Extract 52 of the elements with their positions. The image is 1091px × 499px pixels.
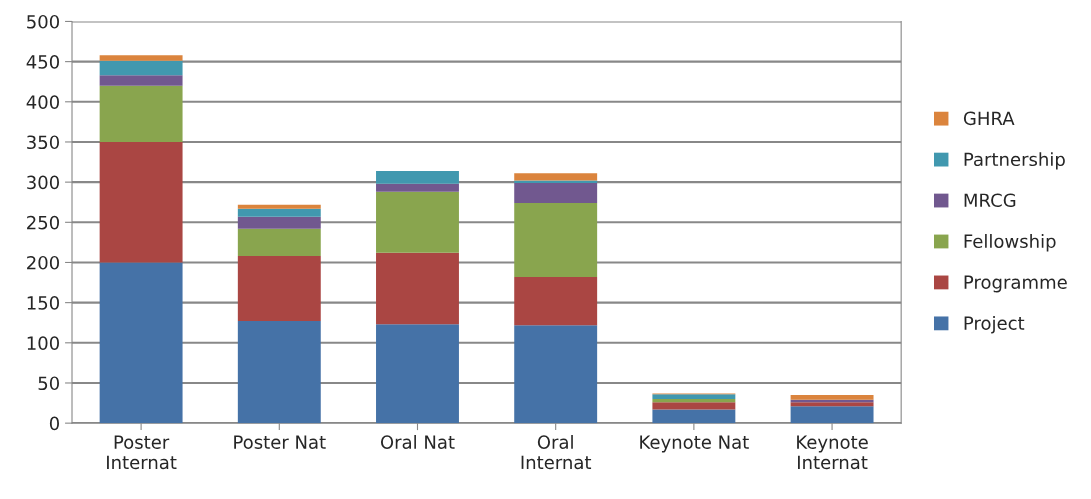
- bar: [376, 183, 459, 192]
- y-tick-label: 450: [26, 55, 59, 69]
- bar: [514, 173, 598, 181]
- bar: [514, 203, 598, 277]
- legend-label: GHRA: [963, 111, 1015, 126]
- bar: [514, 182, 598, 204]
- bar: [237, 256, 321, 322]
- bar: [99, 262, 183, 424]
- bar: [376, 324, 459, 424]
- bar: [652, 394, 736, 400]
- bar: [376, 191, 459, 253]
- bar: [237, 228, 321, 257]
- bar: [790, 395, 874, 400]
- legend-label: Project: [964, 315, 1025, 334]
- bar: [99, 85, 183, 142]
- bar: [237, 216, 321, 229]
- y-tick-label: 250: [27, 215, 59, 230]
- x-tick-label: Keynote Nat: [640, 435, 749, 453]
- y-tick-label: 0: [49, 416, 59, 431]
- bar: [652, 399, 736, 403]
- bar: [99, 55, 183, 61]
- bar: [652, 409, 736, 424]
- bar: [99, 75, 183, 86]
- y-tick-label: 350: [27, 135, 59, 150]
- x-tick-label: Poster Internat: [107, 435, 177, 470]
- x-tick-label: Keynote Internat: [797, 435, 868, 470]
- y-tick-label: 100: [27, 336, 59, 350]
- legend-label: Programme: [964, 275, 1067, 293]
- bar: [99, 141, 183, 263]
- bar: [376, 170, 459, 184]
- bar: [376, 252, 459, 325]
- bar: [237, 208, 321, 217]
- x-tick-label: Oral Internat: [521, 434, 592, 470]
- y-tick-label: 50: [38, 376, 59, 391]
- legend-label: MRCG: [964, 193, 1016, 208]
- y-tick-label: 500: [27, 14, 59, 29]
- y-tick-label: 300: [27, 175, 59, 190]
- bar: [237, 321, 321, 424]
- legend-label: Fellowship: [964, 234, 1056, 252]
- bar: [652, 402, 736, 410]
- bar: [790, 402, 874, 407]
- y-tick-label: 400: [26, 95, 59, 109]
- bar: [790, 406, 874, 424]
- y-tick-label: 150: [27, 296, 59, 310]
- bar: [237, 204, 321, 209]
- bar: [514, 276, 598, 326]
- y-tick-label: 200: [27, 255, 59, 270]
- bar: [99, 60, 183, 76]
- x-tick-label: Oral Nat: [380, 434, 455, 449]
- x-tick-label: Poster Nat: [234, 435, 326, 449]
- legend-label: Partnership: [964, 152, 1065, 170]
- bar: [514, 325, 598, 424]
